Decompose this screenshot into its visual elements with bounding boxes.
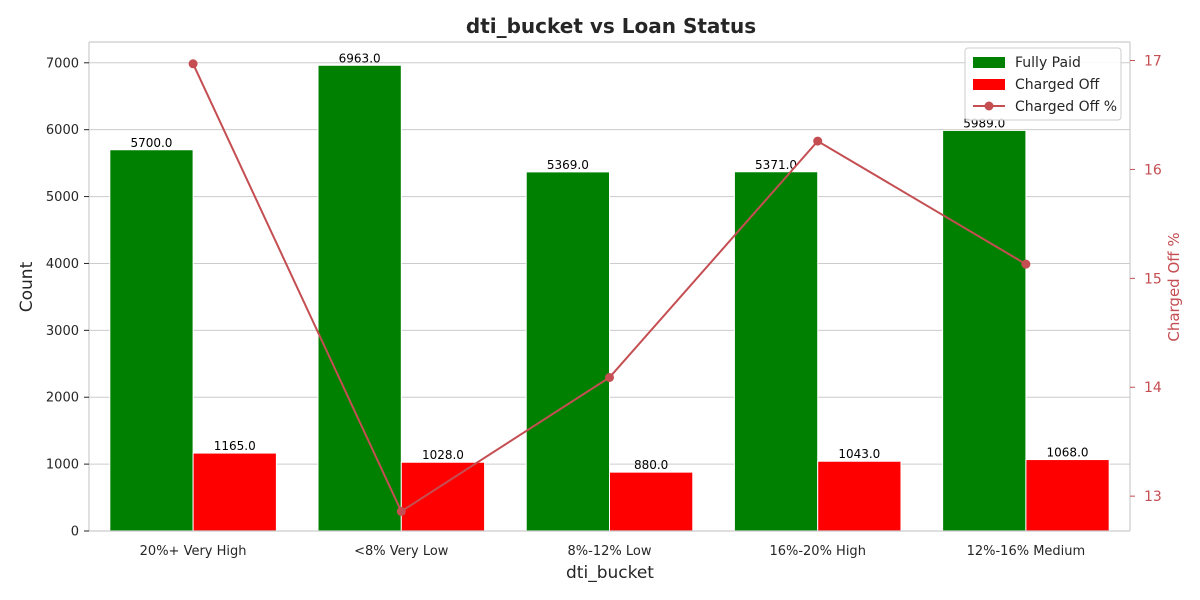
bar-fully-paid-4 bbox=[942, 129, 1027, 532]
point-charged-off-pct-1 bbox=[396, 506, 406, 516]
legend-label-charged-off: Charged Off bbox=[1015, 77, 1100, 93]
legend-swatch-charged-off bbox=[973, 79, 1005, 90]
legend-swatch-fully-paid bbox=[973, 57, 1005, 68]
y-tick-label-5: 5000 bbox=[46, 190, 79, 205]
y2-axis-label: Charged Off % bbox=[1165, 232, 1183, 341]
y2-axis-ticks: 13 14 15 16 17 bbox=[1130, 54, 1162, 505]
y2-tick-label-3: 16 bbox=[1144, 162, 1162, 178]
bars bbox=[109, 64, 1110, 532]
x-tick-label-0: 20%+ Very High bbox=[140, 544, 247, 559]
bar-charged-off-1 bbox=[400, 461, 486, 532]
legend-label-charged-off-: Charged Off % bbox=[1015, 99, 1117, 115]
bar-charged-off-3 bbox=[817, 460, 902, 532]
bar-label-fully-paid-0: 5700.0 bbox=[130, 136, 172, 150]
chart-title: dti_bucket vs Loan Status bbox=[466, 14, 756, 38]
y-axis-label: Count bbox=[17, 261, 37, 312]
bar-label-fully-paid-2: 5369.0 bbox=[547, 158, 589, 172]
point-charged-off-pct-2 bbox=[605, 372, 614, 382]
axes bbox=[88, 41, 1131, 532]
y-tick-label-6: 6000 bbox=[46, 123, 79, 138]
bar-fully-paid-3 bbox=[733, 171, 819, 532]
y2-tick-label-2: 15 bbox=[1144, 271, 1162, 287]
x-tick-label-3: 16%-20% High bbox=[769, 544, 866, 559]
y-tick-label-4: 4000 bbox=[46, 257, 79, 272]
y-tick-label-7: 7000 bbox=[46, 56, 79, 71]
y-tick-label-2: 2000 bbox=[46, 391, 79, 406]
legend-label-fully-paid: Fully Paid bbox=[1015, 55, 1081, 71]
bar-label-charged-off-2: 880.0 bbox=[634, 458, 668, 472]
point-charged-off-pct-4 bbox=[1021, 259, 1031, 269]
bar-label-fully-paid-3: 5371.0 bbox=[755, 158, 797, 172]
bar-label-charged-off-3: 1043.0 bbox=[838, 447, 880, 461]
bar-fully-paid-2 bbox=[525, 171, 610, 532]
x-tick-label-4: 12%-16% Medium bbox=[967, 544, 1086, 559]
bar-charged-off-2 bbox=[609, 471, 694, 532]
bar-label-charged-off-1: 1028.0 bbox=[422, 448, 464, 462]
bar-fully-paid-0 bbox=[109, 149, 194, 532]
charged-off-line bbox=[188, 59, 1031, 516]
x-axis-label: dti_bucket bbox=[566, 563, 654, 583]
y-tick-label-0: 0 bbox=[71, 525, 79, 540]
y2-tick-label-1: 14 bbox=[1144, 380, 1162, 396]
bar-label-fully-paid-1: 6963.0 bbox=[339, 51, 381, 65]
legend: Fully Paid Charged Off Charged Off % bbox=[964, 47, 1122, 121]
y2-tick-label-0: 13 bbox=[1144, 489, 1162, 505]
bar-label-charged-off-4: 1068.0 bbox=[1047, 446, 1089, 460]
point-charged-off-pct-0 bbox=[188, 59, 198, 69]
y-tick-label-3: 3000 bbox=[46, 324, 79, 339]
legend-swatch-marker-charged-off- bbox=[984, 101, 994, 111]
bar-charged-off-4 bbox=[1025, 459, 1110, 532]
x-axis-ticks: 20%+ Very High <8% Very Low 8%-12% Low 16%-… bbox=[140, 544, 1086, 559]
y-tick-label-1: 1000 bbox=[46, 458, 79, 473]
y-axis-ticks: 0 1000 2000 3000 4000 5000 6000 7000 bbox=[46, 56, 89, 540]
bar-label-charged-off-0: 1165.0 bbox=[214, 439, 256, 453]
point-charged-off-pct-3 bbox=[813, 136, 823, 146]
bar-fully-paid-1 bbox=[317, 64, 402, 532]
bar-charged-off-0 bbox=[192, 452, 277, 532]
y2-tick-label-4: 17 bbox=[1144, 54, 1162, 70]
x-tick-label-2: 8%-12% Low bbox=[568, 544, 652, 559]
x-tick-label-1: <8% Very Low bbox=[354, 544, 449, 559]
